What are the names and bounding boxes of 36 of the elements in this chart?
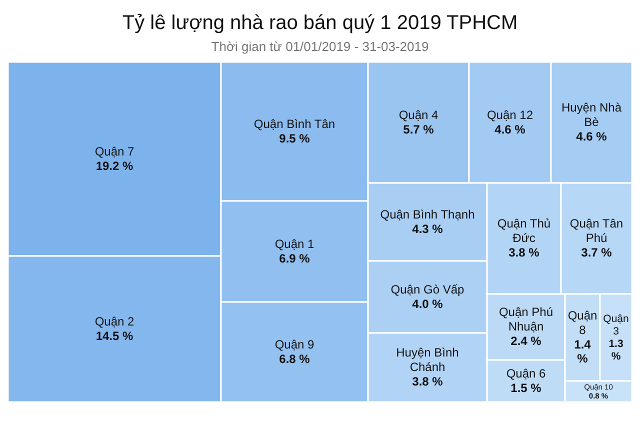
category-label: Quận Bình Tân <box>254 116 336 131</box>
category-label: Quận Bình Thạnh <box>380 207 475 222</box>
category-label: Quận Phú Nhuận <box>498 305 554 334</box>
category-label: Quận 1 <box>274 236 314 251</box>
data-label: 9.5 % <box>279 131 310 146</box>
data-label: 3.8 % <box>412 374 444 388</box>
text: Thời gian từ 01/01/2019 - 31-03-2019 <box>210 39 430 54</box>
category-label: Quận 3 <box>603 312 630 338</box>
data-label: 4.6 % <box>494 122 526 136</box>
data-label: 14.5 % <box>96 328 134 343</box>
data-label: 1.3 % <box>608 338 624 363</box>
category-label: Quận 6 <box>506 366 546 380</box>
data-label: 19.2 % <box>96 158 134 173</box>
category-label: Quận 9 <box>274 337 314 352</box>
data-label: 3.8 % <box>508 246 540 260</box>
category-label: Quận 2 <box>94 314 134 328</box>
category-label: Quận 4 <box>398 108 438 122</box>
data-label: 3.7 % <box>581 246 612 260</box>
category-label: Huyện Nhà Bè <box>561 100 622 130</box>
category-label: Quận 7 <box>94 144 134 158</box>
data-label: 6.9 % <box>279 251 310 266</box>
data-label: 4.6 % <box>576 130 608 144</box>
text: Tỷ lê lượng nhà rao bán quý 1 2019 TPHCM <box>121 11 519 35</box>
category-label: Quận Thủ Đức <box>497 216 551 246</box>
data-label: 4.0 % <box>412 296 444 311</box>
category-label: Quận Tân Phú <box>570 216 624 246</box>
data-label: 5.7 % <box>403 122 434 136</box>
category-label: Quận Gò Vấp <box>390 282 465 296</box>
data-label: 1.5 % <box>510 380 542 395</box>
data-label: 1.4 % <box>574 337 592 366</box>
data-label: 6.8 % <box>279 352 310 366</box>
category-label: Quận 8 <box>568 308 598 337</box>
category-label: Huyện Bình Chánh <box>396 346 459 374</box>
data-label: 4.3 % <box>412 222 444 236</box>
data-label: 2.4 % <box>510 334 542 348</box>
category-label: Quận 12 <box>486 108 534 122</box>
